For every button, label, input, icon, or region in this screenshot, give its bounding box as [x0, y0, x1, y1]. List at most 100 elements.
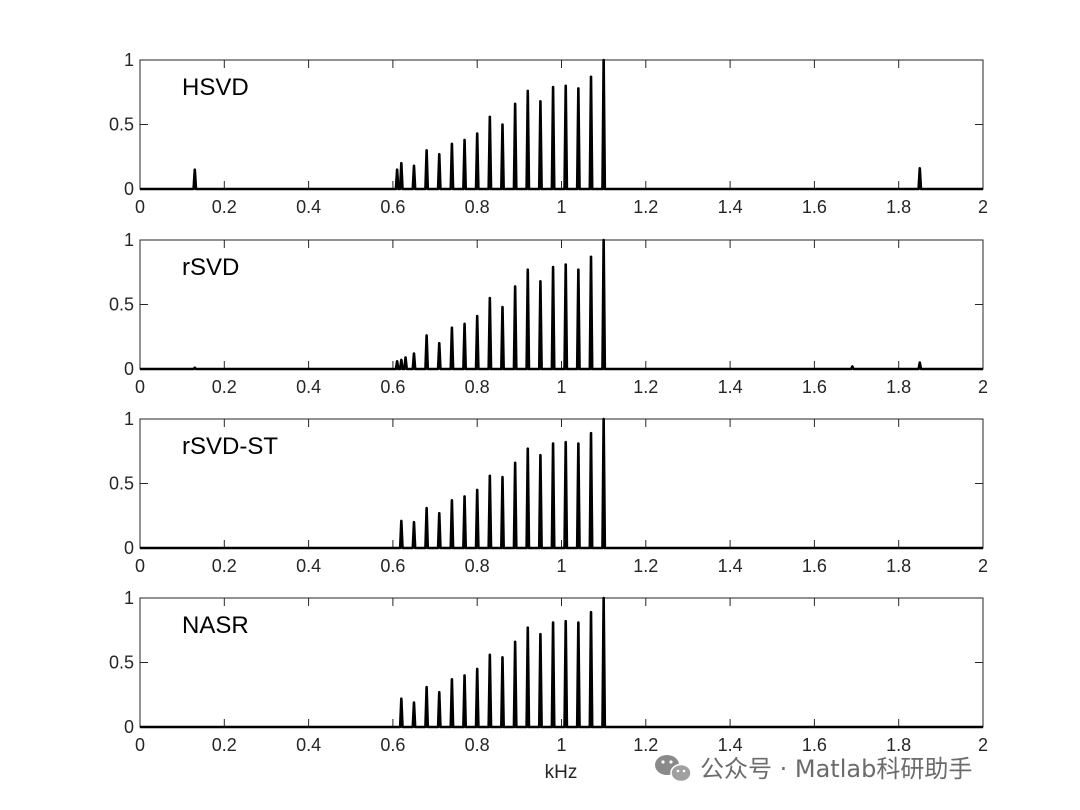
peak-point: [438, 512, 441, 514]
axes-box: [139, 59, 984, 190]
x-tick-label: 0.8: [465, 197, 490, 217]
y-tick-label: 0: [124, 179, 134, 199]
peak-point: [438, 342, 441, 345]
peak-point: [552, 442, 554, 445]
x-tick-label: 0.6: [380, 556, 405, 576]
x-tick-label: 1.6: [802, 735, 827, 755]
x-tick-label: 1: [556, 377, 566, 397]
peak-point: [526, 268, 529, 271]
peak-point: [552, 86, 554, 88]
peak-point: [577, 442, 580, 445]
peak-point: [577, 268, 580, 271]
x-tick-label: 1.6: [802, 377, 827, 397]
y-tick-label: 0: [124, 538, 134, 558]
peak-point: [514, 103, 516, 105]
x-tick-label: 1.8: [886, 556, 911, 576]
peak-point: [425, 507, 428, 509]
x-tick-label: 1.8: [886, 197, 911, 217]
panel-title: NASR: [182, 612, 249, 639]
peak-point: [476, 315, 479, 317]
peak-point: [539, 100, 542, 103]
peak-point: [463, 495, 466, 498]
x-tick-label: 2: [978, 377, 988, 397]
x-tick-label: 0.2: [212, 556, 237, 576]
panel-4: 0 0.2 0.4 0.6 0.8 1 1.2 1.4 1.6 1.8 2 0 0.5 1 NASR: [109, 588, 988, 755]
spectrum-line: [140, 596, 983, 729]
y-tick-label: 1: [124, 588, 134, 608]
panel-1: 0 0.2 0.4 0.6 0.8 1 1.2 1.4 1.6 1.8 2 0 0.5 1 HSVD: [109, 50, 988, 217]
x-tick-label: 0.4: [296, 735, 321, 755]
peak-point: [602, 239, 605, 241]
peak-point: [489, 297, 491, 299]
peak-point: [451, 499, 453, 502]
peak-point: [602, 597, 605, 599]
peak-point: [564, 85, 567, 87]
peak-point: [918, 361, 921, 364]
peak-point: [413, 164, 415, 167]
peak-point: [590, 432, 592, 434]
peak-point: [476, 489, 479, 491]
peak-point: [396, 360, 398, 363]
x-tick-label: 2: [978, 735, 988, 755]
peak-point: [501, 306, 504, 308]
peak-point: [501, 476, 504, 478]
axes-box: [139, 597, 984, 728]
x-axis-label: kHz: [545, 762, 578, 783]
spectrum-line: [140, 238, 983, 371]
y-tick-label: 1: [124, 230, 134, 250]
x-tick-label: 0: [135, 377, 145, 397]
x-tick-label: 1.2: [633, 735, 658, 755]
x-tick-label: 0: [135, 197, 145, 217]
x-tick-label: 0.6: [380, 735, 405, 755]
x-tick-label: 0: [135, 556, 145, 576]
peak-point: [463, 139, 466, 141]
peak-point: [400, 697, 403, 700]
peak-point: [438, 153, 441, 155]
peak-point: [501, 123, 504, 126]
x-tick-label: 1.4: [718, 556, 743, 576]
axes-box: [139, 239, 984, 370]
x-tick-label: 1.4: [718, 197, 743, 217]
x-tick-label: 0.2: [212, 197, 237, 217]
peak-point: [476, 132, 479, 135]
peak-point: [851, 365, 854, 368]
peak-point: [590, 75, 592, 78]
peak-point: [413, 701, 415, 704]
x-tick-label: 0.4: [296, 556, 321, 576]
x-tick-label: 1.4: [718, 735, 743, 755]
peak-point: [918, 167, 921, 170]
x-tick-label: 1: [556, 735, 566, 755]
peak-point: [514, 285, 516, 288]
peak-point: [413, 352, 415, 355]
panel-2: 0 0.2 0.4 0.6 0.8 1 1.2 1.4 1.6 1.8 2 0 0.5 1 rSVD: [109, 230, 988, 397]
x-tick-label: 1.2: [633, 197, 658, 217]
peak-point: [425, 334, 428, 337]
x-tick-label: 1: [556, 556, 566, 576]
panel-3: 0 0.2 0.4 0.6 0.8 1 1.2 1.4 1.6 1.8 2 0 0.5 1 rSVD-ST: [109, 409, 988, 576]
peak-point: [400, 162, 403, 164]
y-tick-label: 0.5: [109, 653, 134, 673]
y-tick-label: 0: [124, 717, 134, 737]
peak-point: [514, 641, 516, 643]
peak-point: [193, 168, 196, 171]
y-tick-label: 0.5: [109, 474, 134, 494]
peak-point: [577, 621, 580, 624]
peak-point: [539, 454, 542, 456]
x-tick-label: 2: [978, 197, 988, 217]
peak-point: [193, 366, 196, 369]
panel-title: rSVD: [182, 254, 239, 281]
x-tick-label: 0: [135, 735, 145, 755]
x-tick-label: 0.2: [212, 735, 237, 755]
peak-point: [451, 678, 453, 681]
peak-point: [526, 90, 529, 92]
peak-point: [463, 674, 466, 677]
peak-point: [514, 462, 516, 464]
peak-point: [451, 326, 453, 329]
peak-point: [602, 59, 605, 61]
x-tick-label: 1.4: [718, 377, 743, 397]
x-tick-label: 1.8: [886, 377, 911, 397]
peak-point: [526, 626, 529, 629]
panel-title: HSVD: [182, 74, 249, 101]
peak-point: [577, 87, 580, 90]
x-tick-label: 0.4: [296, 377, 321, 397]
